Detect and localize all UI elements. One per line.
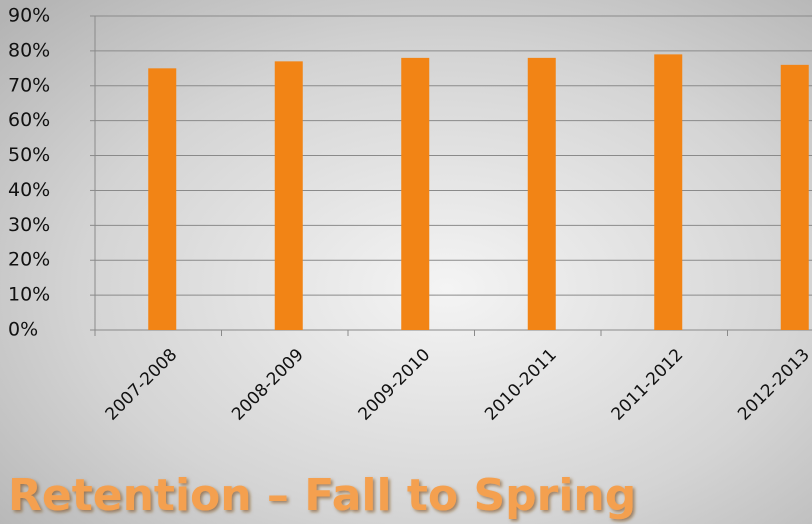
y-tick-label: 30%	[8, 214, 50, 236]
chart-title: Retention – Fall to Spring	[8, 470, 636, 521]
y-tick-label: 90%	[8, 5, 50, 27]
y-tick-label: 80%	[8, 39, 50, 61]
bar	[527, 57, 556, 330]
bar	[401, 57, 430, 330]
y-tick-label: 20%	[8, 249, 50, 271]
bar	[148, 68, 177, 330]
y-tick-label: 50%	[8, 144, 50, 166]
bar	[780, 64, 809, 330]
y-tick-label: 0%	[8, 319, 38, 341]
y-tick-label: 70%	[8, 74, 50, 96]
bar	[274, 61, 303, 330]
y-tick-label: 60%	[8, 109, 50, 131]
bar	[654, 54, 683, 330]
y-tick-label: 10%	[8, 284, 50, 306]
y-tick-label: 40%	[8, 179, 50, 201]
